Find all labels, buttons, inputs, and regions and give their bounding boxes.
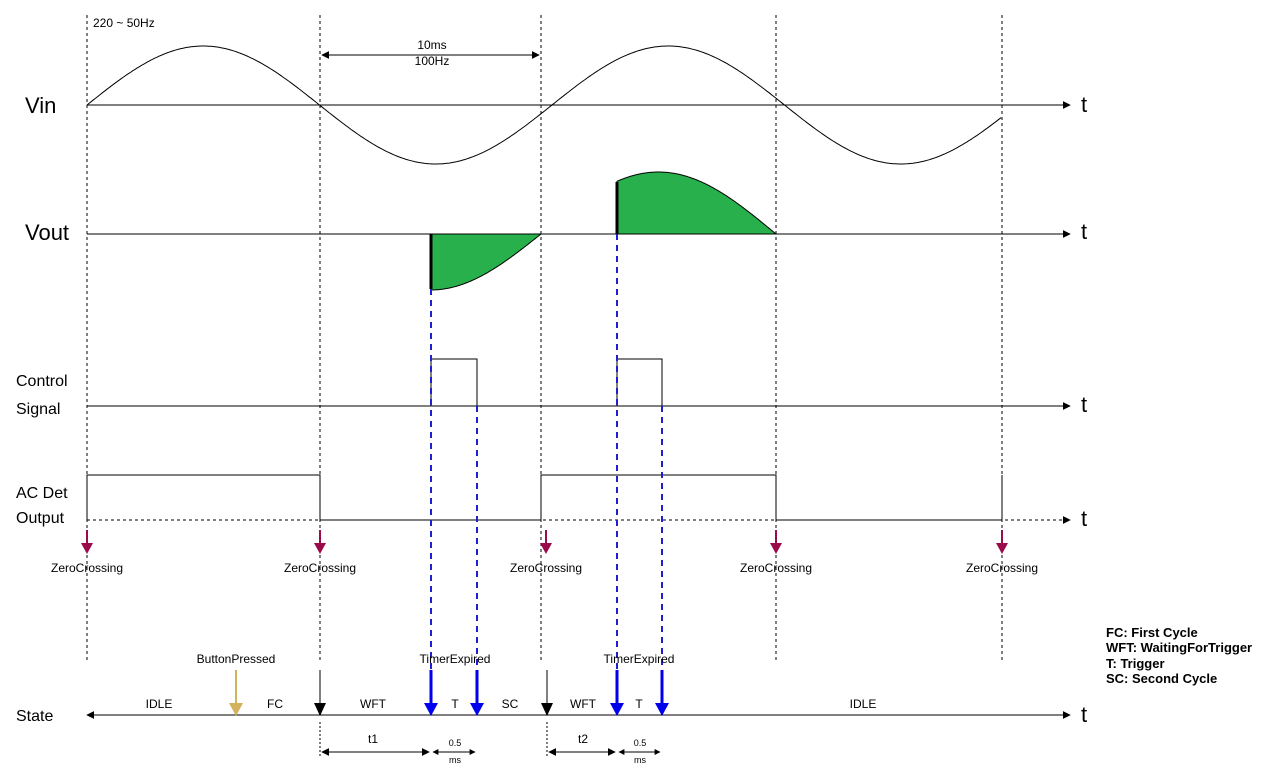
zero-crossing-label: ZeroCrossing — [51, 561, 123, 575]
zero-crossing-arrow — [996, 543, 1008, 554]
trigger-duration-value: 0.5 — [634, 738, 647, 748]
state-idle: IDLE — [850, 697, 877, 711]
acdet-label-line2: Output — [16, 510, 65, 527]
zero-crossing-arrow — [314, 543, 326, 554]
control-pulse — [616, 358, 663, 406]
timer-expired-arrow — [470, 703, 484, 716]
legend-item: WFT: WaitingForTrigger — [1106, 640, 1252, 655]
vin-axis-t: t — [1081, 92, 1087, 117]
vout-positive-lobe — [616, 171, 778, 235]
acdet-waveform — [86, 474, 1003, 521]
zero-crossing-arrow — [540, 543, 552, 554]
vin-label: Vin — [25, 93, 56, 118]
control-pulse — [430, 358, 478, 406]
zero-crossing-label: ZeroCrossing — [284, 561, 356, 575]
vout-label: Vout — [25, 220, 69, 245]
zero-crossing-markers: ZeroCrossing ZeroCrossing ZeroCrossing Zero… — [51, 530, 1038, 575]
t1-label: t1 — [368, 732, 378, 746]
zero-crossing-label: ZeroCrossing — [966, 561, 1038, 575]
legend: FC: First Cycle WFT: WaitingForTrigger T… — [1106, 625, 1252, 686]
duration-annotations: t1 0.5 ms t2 0.5 ms — [319, 722, 661, 765]
vout-signal: Vout t — [25, 171, 1087, 291]
period-label-line2: 100Hz — [415, 54, 450, 68]
t2-label: t2 — [578, 732, 588, 746]
legend-item: FC: First Cycle — [1106, 625, 1198, 640]
timer-expired-label: TimerExpired — [420, 652, 491, 666]
control-label-line2: Signal — [16, 401, 60, 418]
legend-item: T: Trigger — [1106, 656, 1165, 671]
period-label-line1: 10ms — [417, 38, 446, 52]
state-t: T — [451, 697, 459, 711]
vout-negative-lobe — [430, 233, 543, 291]
zero-crossing-state-arrow — [541, 703, 553, 716]
state-t: T — [635, 697, 643, 711]
supply-label: 220 ~ 50Hz — [93, 16, 155, 30]
timer-expired-arrow — [424, 703, 438, 716]
timer-expired-arrow — [655, 703, 669, 716]
zero-crossing-label: ZeroCrossing — [740, 561, 812, 575]
trigger-duration-unit: ms — [449, 755, 461, 765]
state-axis-t: t — [1081, 702, 1087, 727]
timer-expired-label: TimerExpired — [604, 652, 675, 666]
acdet-signal: AC Det Output t — [16, 474, 1087, 531]
vin-signal: Vin t — [25, 45, 1087, 165]
timer-guides — [430, 234, 663, 700]
vout-axis-t: t — [1081, 219, 1087, 244]
state-sc: SC — [502, 697, 519, 711]
acdet-label-line1: AC Det — [16, 485, 68, 502]
state-wft: WFT — [570, 697, 597, 711]
state-transition-arrows — [229, 670, 669, 716]
trigger-duration-value: 0.5 — [449, 738, 462, 748]
trigger-duration-unit: ms — [634, 755, 646, 765]
zero-crossing-state-arrow — [314, 703, 326, 716]
control-axis-t: t — [1081, 392, 1087, 417]
state-row: State t IDLE FC WFT T SC WFT T IDLE — [16, 670, 1087, 727]
zero-crossing-arrow — [770, 543, 782, 554]
state-label: State — [16, 708, 53, 725]
state-fc: FC — [267, 697, 283, 711]
control-label-line1: Control — [16, 373, 68, 390]
legend-item: SC: Second Cycle — [1106, 671, 1217, 686]
zero-crossing-label: ZeroCrossing — [510, 561, 582, 575]
period-annotation: 10ms 100Hz — [321, 38, 540, 68]
acdet-axis-t: t — [1081, 506, 1087, 531]
vin-sine-wave — [86, 45, 1002, 165]
timer-expired-arrow — [610, 703, 624, 716]
zero-crossing-arrow — [81, 543, 93, 554]
button-pressed-label: ButtonPressed — [197, 652, 276, 666]
state-idle: IDLE — [146, 697, 173, 711]
button-pressed-arrow — [229, 703, 243, 716]
state-wft: WFT — [360, 697, 387, 711]
control-signal: Control Signal t — [16, 358, 1087, 418]
